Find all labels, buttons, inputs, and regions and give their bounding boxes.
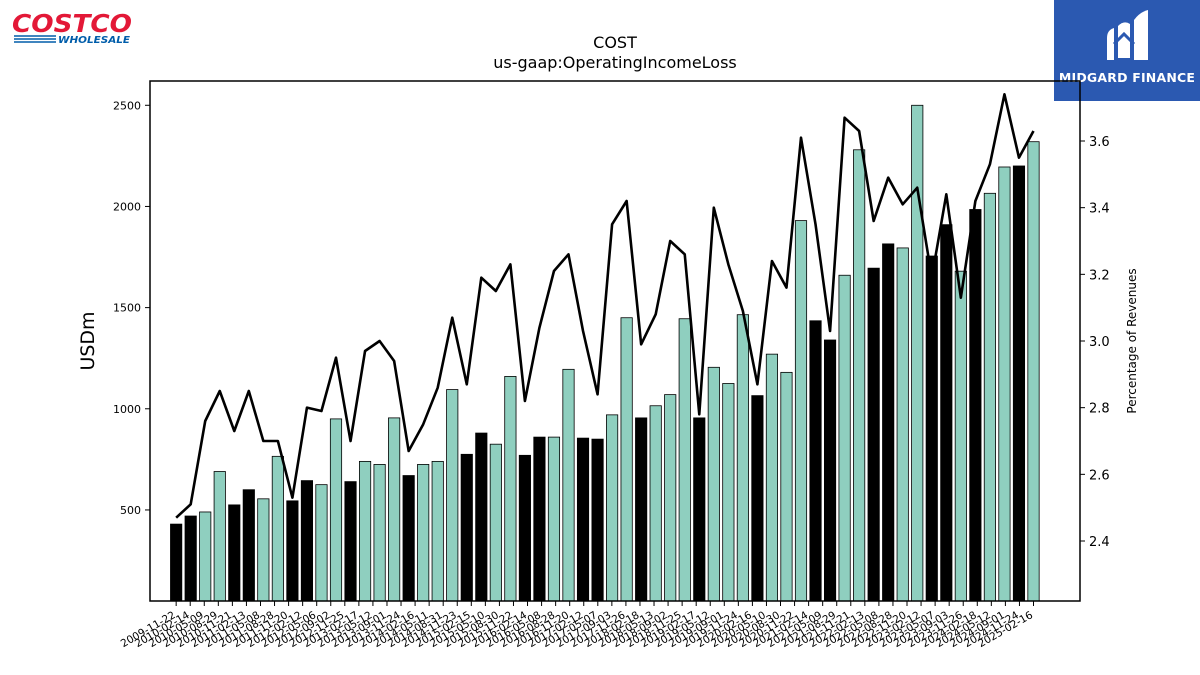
bar (504, 376, 517, 602)
y2-tick-label: 2.6 (1089, 468, 1110, 483)
bar (722, 383, 735, 602)
bar (896, 247, 909, 602)
bar (794, 220, 808, 602)
y2-tick-label: 3.0 (1089, 335, 1110, 350)
bar (286, 500, 299, 602)
bar (300, 480, 313, 602)
y2-tick-label: 2.8 (1089, 402, 1110, 417)
y-axis-label: USDm (77, 311, 99, 370)
bar (446, 389, 459, 602)
bar (620, 317, 633, 602)
series-line (175, 93, 1035, 519)
costco-logo-word: COSTCO (12, 9, 132, 38)
y-tick-label: 1500 (113, 302, 141, 315)
bar (867, 267, 880, 602)
bar (213, 471, 226, 602)
bar (751, 395, 764, 602)
bar (170, 523, 183, 602)
bar (765, 353, 779, 602)
bar (678, 318, 691, 602)
bar (388, 417, 401, 602)
bar (664, 394, 677, 602)
bar (1027, 141, 1040, 602)
bar (358, 460, 372, 602)
bar (402, 475, 415, 602)
bar (257, 498, 270, 602)
bar (199, 511, 212, 602)
y2-tick-label: 3.4 (1089, 202, 1110, 217)
midgard-logo-mark (1107, 10, 1148, 60)
bar (606, 414, 619, 602)
bar (460, 453, 473, 602)
bar (853, 149, 866, 602)
y-tick-label: 500 (120, 504, 141, 517)
y-tick-label: 1000 (113, 403, 141, 416)
bar (824, 339, 837, 602)
bar (1012, 165, 1026, 602)
line-layer (175, 93, 1035, 519)
bar (809, 320, 822, 602)
bar (475, 432, 488, 602)
y2-axis-label: Percentage of Revenues (1125, 268, 1139, 413)
bar (693, 417, 706, 602)
bar (780, 371, 793, 602)
bar (940, 224, 953, 602)
bar (998, 166, 1011, 602)
bar (315, 484, 328, 602)
midgard-logo: MIDGARD FINANCE (1054, 0, 1200, 101)
bar (635, 417, 648, 602)
y2-tick-label: 3.2 (1089, 268, 1110, 283)
bar (911, 104, 924, 602)
bar (576, 437, 590, 602)
bar (242, 489, 255, 602)
y-tick-label: 2000 (113, 200, 141, 213)
bar (562, 368, 575, 602)
bar (373, 464, 386, 602)
chart-title: COST (593, 33, 637, 52)
bar (329, 418, 343, 602)
bar (184, 515, 197, 602)
bar (431, 460, 444, 602)
bar (882, 243, 895, 602)
bar (547, 436, 561, 602)
bar (591, 438, 604, 602)
bar (271, 455, 284, 602)
bar (518, 454, 531, 602)
bar (228, 504, 241, 602)
bar (969, 209, 982, 602)
costco-logo-sub: WHOLESALE (58, 35, 131, 46)
chart-subtitle: us-gaap:OperatingIncomeLoss (493, 53, 737, 72)
bar (736, 314, 749, 602)
bar (954, 270, 967, 602)
bar (417, 464, 430, 602)
bar (707, 366, 720, 602)
bars-layer (170, 104, 1040, 602)
costco-logo: COSTCO WHOLESALE (12, 9, 132, 46)
midgard-logo-text: MIDGARD FINANCE (1058, 70, 1196, 85)
bar (533, 436, 546, 602)
axes-layer: 500 1000 1500 2000 2500 2.4 2.6 2.8 3.0 3.2 3.4 3.6… (113, 80, 1110, 650)
bar (925, 255, 938, 602)
y2-tick-label: 2.4 (1089, 535, 1110, 550)
bar (489, 443, 502, 602)
bar (838, 274, 851, 602)
bar (983, 192, 996, 602)
bar (649, 405, 662, 602)
y2-tick-label: 3.6 (1089, 135, 1110, 150)
y-tick-label: 2500 (113, 99, 141, 112)
bar (344, 481, 357, 602)
